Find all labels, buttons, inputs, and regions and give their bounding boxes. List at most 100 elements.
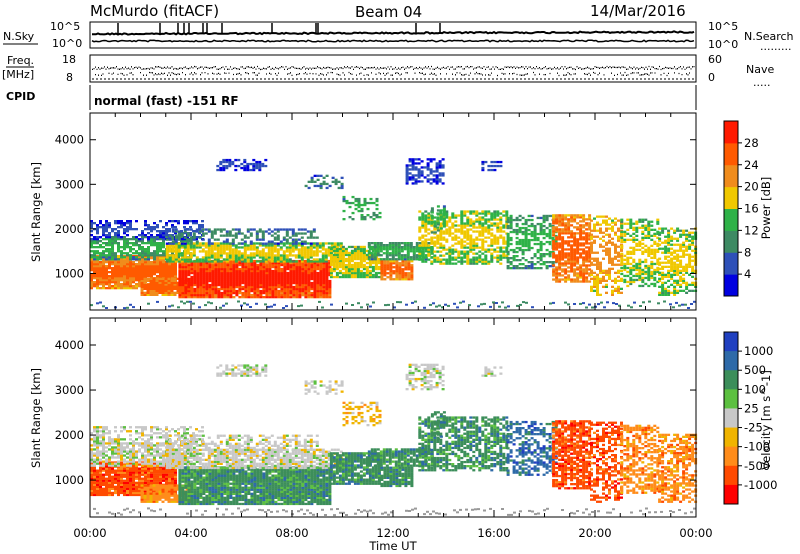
power-cell — [588, 234, 592, 237]
power-cell — [451, 212, 455, 215]
power-cell — [548, 240, 552, 244]
power-cell — [147, 267, 150, 270]
power-cell — [267, 305, 270, 308]
power-cell — [114, 269, 117, 272]
power-cell — [418, 248, 422, 251]
power-cell — [487, 248, 491, 251]
power-cell — [368, 247, 372, 251]
power-cell — [165, 242, 169, 245]
power-cell — [632, 268, 636, 272]
power-cell — [664, 281, 668, 284]
power-cell — [184, 287, 188, 291]
power-cell — [588, 224, 592, 227]
power-cell — [490, 224, 494, 227]
power-cell — [295, 281, 299, 285]
power-cell — [658, 277, 662, 280]
power-cell — [576, 214, 580, 217]
power-cell — [585, 260, 589, 263]
power-cell — [647, 278, 651, 282]
power-cell — [647, 284, 651, 288]
power-cell — [301, 281, 305, 285]
power-cell — [551, 261, 555, 264]
power-cell — [542, 228, 546, 232]
power-cell — [617, 227, 620, 230]
power-cell — [460, 246, 464, 249]
power-cell — [261, 234, 265, 237]
power-cell — [611, 279, 614, 282]
power-cell — [217, 296, 221, 299]
power-cell — [661, 275, 665, 278]
nave-label: Nave — [746, 63, 774, 76]
power-cell — [430, 248, 434, 251]
power-cell — [576, 250, 580, 253]
power-cell — [506, 218, 510, 222]
power-cell — [321, 246, 325, 249]
power-cell — [487, 236, 491, 239]
power-cell — [168, 250, 172, 253]
power-cell — [451, 236, 455, 239]
power-cell — [499, 246, 503, 249]
power-cell — [427, 248, 431, 251]
power-cell — [220, 279, 224, 283]
power-cell — [403, 246, 407, 249]
power-cell — [108, 258, 111, 261]
power-cell — [176, 283, 180, 286]
power-cell — [234, 248, 238, 251]
power-cell — [579, 230, 583, 233]
power-cell — [588, 214, 592, 217]
power-cell — [189, 258, 192, 261]
power-cell — [141, 232, 144, 235]
power-cell — [397, 242, 401, 245]
power-cell — [421, 254, 425, 257]
power-cell — [117, 232, 120, 235]
power-cell — [327, 246, 331, 249]
power-cell — [585, 242, 589, 245]
power-cell — [307, 275, 311, 279]
power-cell — [289, 269, 293, 273]
power-cell — [599, 223, 602, 226]
power-cell — [442, 262, 446, 265]
power-cell — [552, 228, 556, 231]
power-cell — [356, 245, 360, 249]
power-cell — [152, 279, 156, 282]
power-cell — [168, 267, 171, 270]
power-cell — [246, 256, 250, 259]
power-cell — [259, 285, 263, 289]
power-cell — [199, 289, 203, 293]
power-cell — [129, 254, 132, 257]
power-cell — [653, 276, 657, 280]
power-cell — [524, 259, 528, 262]
power-cell — [620, 256, 624, 259]
power-cell — [102, 275, 105, 278]
power-cell — [564, 214, 568, 217]
power-cell — [114, 258, 117, 261]
power-cell — [301, 287, 305, 291]
power-cell — [335, 249, 339, 253]
power-cell — [424, 256, 428, 259]
power-cell — [313, 279, 317, 283]
power-cell — [309, 256, 313, 259]
power-cell — [570, 236, 574, 239]
power-cell — [638, 276, 642, 280]
power-cell — [325, 271, 329, 275]
power-cell — [147, 275, 150, 278]
power-cell — [138, 265, 141, 268]
power-cell — [189, 248, 193, 251]
power-cell — [396, 301, 399, 304]
power-cell — [297, 248, 301, 251]
power-cell — [207, 254, 211, 257]
power-cell — [207, 252, 211, 255]
power-cell — [585, 252, 589, 255]
power-cell — [599, 243, 602, 246]
power-cell — [542, 236, 546, 240]
power-cell — [205, 265, 209, 269]
power-cell — [158, 281, 162, 284]
power-cell — [313, 283, 317, 287]
power-cell — [327, 242, 331, 245]
power-cell — [252, 242, 256, 245]
power-cell — [454, 216, 458, 219]
power-cell — [570, 224, 574, 227]
power-cell — [460, 240, 464, 243]
power-cell — [93, 283, 96, 286]
power-cell — [178, 265, 182, 269]
